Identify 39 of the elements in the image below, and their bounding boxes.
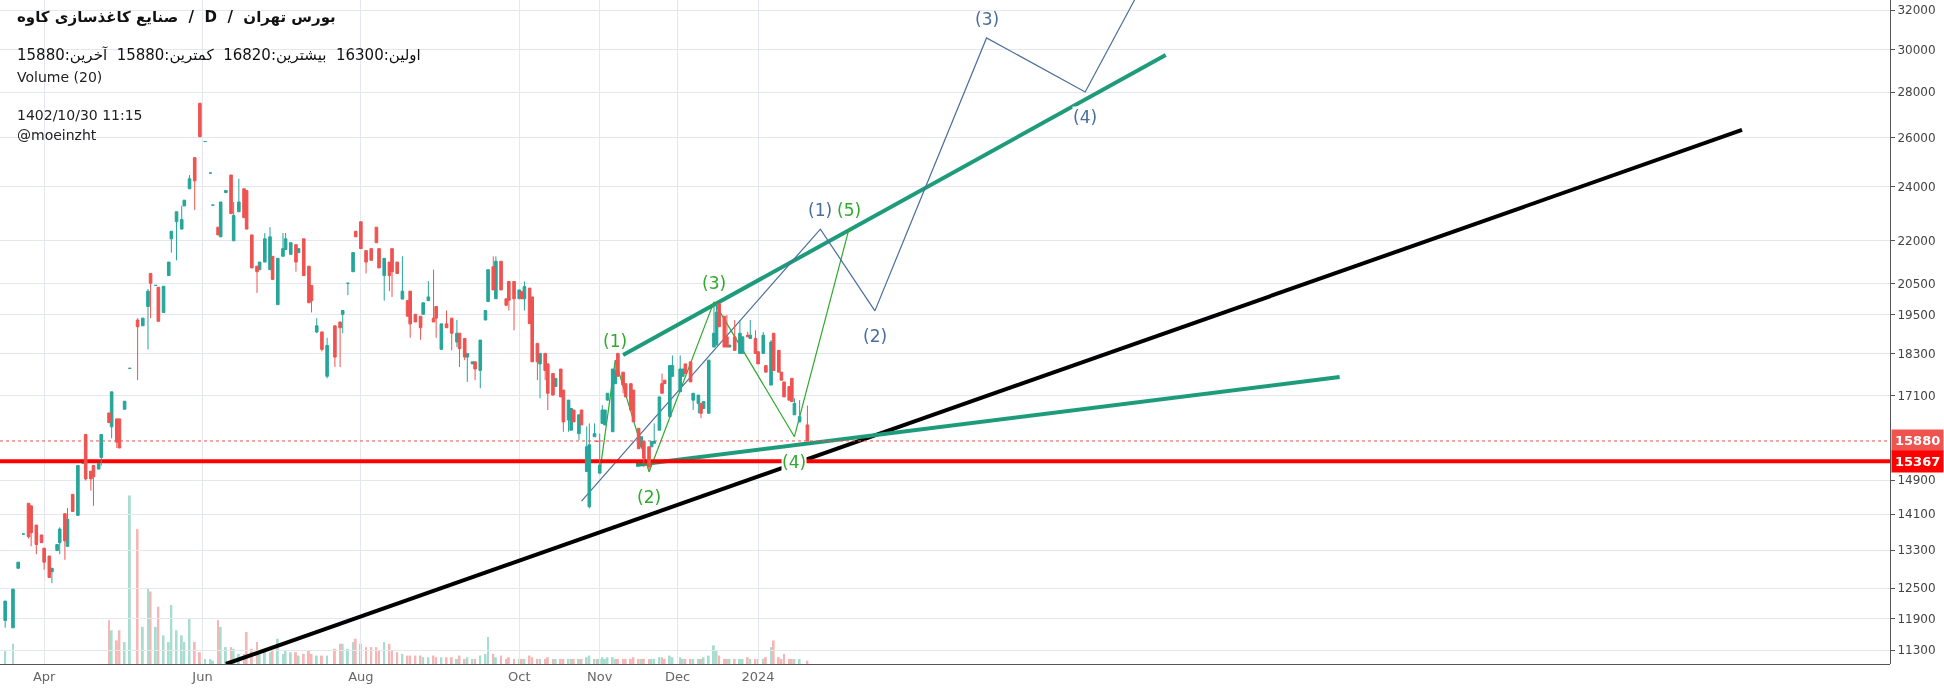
y-tick-label: 11300	[1897, 643, 1936, 658]
y-tick-label: 12500	[1897, 581, 1936, 596]
annotation: @moeinzht	[17, 127, 97, 143]
x-tick-label: 2024	[741, 668, 775, 684]
y-tick-label: 13300	[1897, 543, 1936, 558]
x-tick-label: Jun	[191, 668, 213, 684]
x-tick-label: Oct	[507, 668, 531, 684]
annotation: Volume (20)	[17, 69, 103, 85]
y-tick-label: 18300	[1897, 346, 1936, 361]
x-tick-label: Dec	[665, 668, 691, 684]
annotation: (3)	[975, 9, 1000, 29]
y-tick-label: 14100	[1897, 507, 1936, 522]
y-tick-label: 11900	[1897, 611, 1936, 626]
annotation: (1)	[808, 200, 833, 220]
y-tick-label: 30000	[1897, 42, 1936, 57]
annotation: (2)	[637, 487, 662, 507]
y-tick-label: 26000	[1897, 130, 1936, 145]
x-tick-label: Aug	[348, 668, 374, 684]
annotation: (4)	[782, 452, 807, 472]
y-tick-label: 24000	[1897, 180, 1936, 195]
annotation: 1402/10/30 11:15	[17, 107, 143, 123]
annotation: (1)	[603, 331, 628, 351]
y-tick-label: 17100	[1897, 388, 1936, 403]
y-tick-label: 20500	[1897, 277, 1936, 292]
y-tick-label: 32000	[1897, 3, 1936, 18]
annotation: (4)	[1073, 107, 1098, 127]
ref-line-label: 15880	[1895, 433, 1941, 448]
annotation: (2)	[863, 326, 888, 346]
annotation: (5)	[837, 200, 862, 220]
ref-line-label: 15367	[1895, 454, 1941, 469]
text: اولین:16300 بیشترین:16820 کمترین:15880 آخرین:15880	[17, 46, 421, 64]
y-tick-label: 19500	[1897, 307, 1936, 322]
text: صنایع کاغذسازی کاوه / D / بورس تهران	[17, 8, 336, 26]
y-tick-label: 14900	[1897, 473, 1936, 488]
y-tick-label: 22000	[1897, 233, 1936, 248]
y-tick-label: 28000	[1897, 85, 1936, 100]
x-tick-label: Apr	[32, 668, 57, 684]
x-tick-label: Nov	[587, 668, 613, 684]
annotation: (3)	[702, 273, 727, 293]
